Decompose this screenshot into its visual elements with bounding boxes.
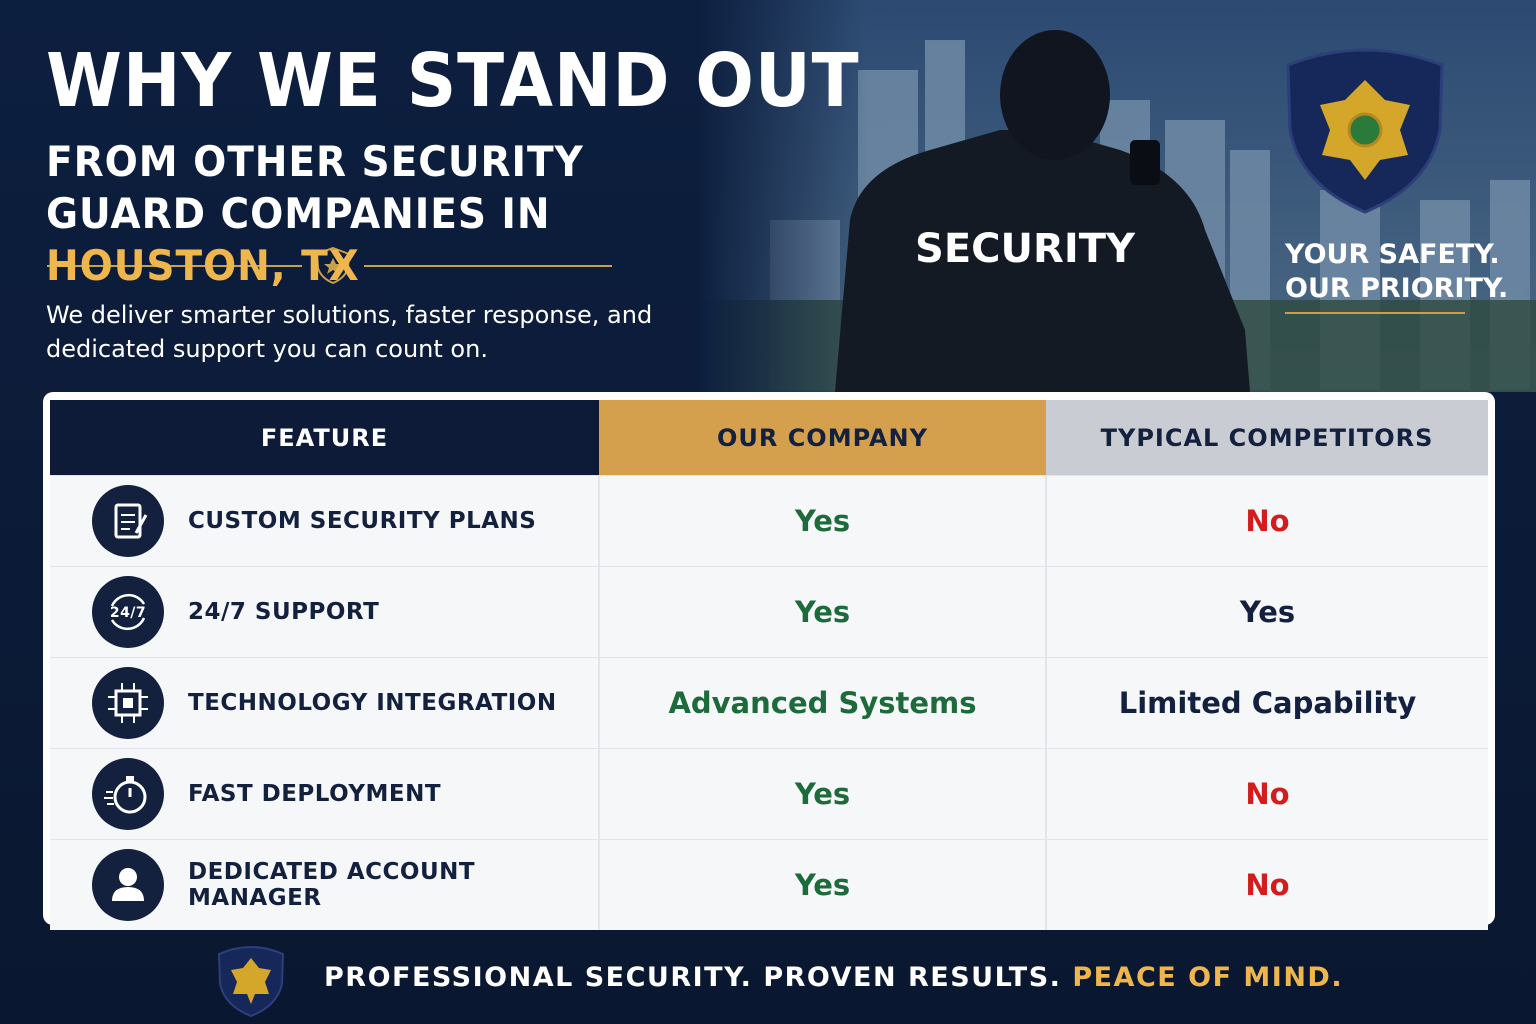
- icon-shape: [110, 617, 146, 631]
- feature: 24/7 24/7 SUPPORT: [51, 576, 597, 648]
- jacket-text: SECURITY: [915, 226, 1136, 272]
- description: We deliver smarter solutions, faster res…: [46, 301, 653, 363]
- feature-label: CUSTOM SECURITY PLANS: [188, 508, 537, 534]
- feature-cell: DEDICATED ACCOUNT MANAGER: [50, 839, 599, 930]
- column-header: OUR COMPANY: [599, 400, 1046, 476]
- tagline-line: OUR PRIORITY.: [1285, 273, 1509, 304]
- feature-icon: [92, 667, 164, 739]
- our-company-cell: Yes: [598, 475, 1046, 567]
- feature-cell: CUSTOM SECURITY PLANS: [50, 475, 599, 567]
- feature-label: 24/7 SUPPORT: [188, 599, 380, 625]
- table-row: DEDICATED ACCOUNT MANAGER Yes No: [50, 839, 1488, 930]
- tagline: YOUR SAFETY. OUR PRIORITY.: [1285, 238, 1508, 306]
- tagline-line: YOUR SAFETY.: [1285, 239, 1500, 270]
- feature-label: DEDICATED ACCOUNT MANAGER: [188, 859, 476, 911]
- our-company-cell: Yes: [598, 748, 1046, 840]
- icon-shape: [123, 698, 133, 708]
- icon-shape: [112, 887, 144, 901]
- our-company-cell: Advanced Systems: [598, 657, 1046, 749]
- column-header: FEATURE: [50, 400, 599, 476]
- our-company-cell: Yes: [598, 839, 1046, 930]
- feature: DEDICATED ACCOUNT MANAGER: [51, 849, 597, 921]
- icon-shape: [114, 503, 142, 539]
- our-company-cell: Yes: [598, 566, 1046, 658]
- feature-icon: [92, 758, 164, 830]
- subtitle-highlight: HOUSTON, TX: [46, 241, 360, 290]
- feature: CUSTOM SECURITY PLANS: [51, 485, 597, 557]
- footer-text: PROFESSIONAL SECURITY. PROVEN RESULTS.: [324, 962, 1073, 993]
- comparison-card: FEATURE OUR COMPANY TYPICAL COMPETITORS …: [43, 392, 1495, 930]
- icon-shape: [134, 514, 148, 534]
- table-row: CUSTOM SECURITY PLANS Yes No: [50, 475, 1488, 567]
- competitor-cell: No: [1045, 839, 1488, 930]
- subtitle: FROM OTHER SECURITY GUARD COMPANIES IN H…: [46, 136, 716, 292]
- icon-bg: [92, 576, 164, 648]
- icon-shape: [104, 791, 114, 805]
- icon-shape: [113, 780, 147, 814]
- icon-shape: [110, 593, 146, 607]
- feature-icon: 24/7: [92, 576, 164, 648]
- competitor-cell: No: [1045, 748, 1488, 840]
- table-row: TECHNOLOGY INTEGRATION Advanced Systems Li…: [50, 657, 1488, 749]
- feature-label: FAST DEPLOYMENT: [188, 781, 442, 807]
- icon-shape: [108, 683, 148, 723]
- icon-shape: [114, 689, 142, 717]
- feature-icon: [92, 849, 164, 921]
- feature-cell: FAST DEPLOYMENT: [50, 748, 599, 840]
- title: WHY WE STAND OUT: [46, 38, 860, 124]
- footer-highlight: PEACE OF MIND.: [1072, 962, 1344, 993]
- feature-icon: [92, 485, 164, 557]
- table-row: FAST DEPLOYMENT Yes No: [50, 748, 1488, 840]
- column-header: TYPICAL COMPETITORS: [1046, 400, 1488, 476]
- table-row: 24/7 24/7 SUPPORT Yes Yes: [50, 566, 1488, 658]
- feature: TECHNOLOGY INTEGRATION: [51, 667, 597, 739]
- comparison-table: FEATURE OUR COMPANY TYPICAL COMPETITORS …: [50, 400, 1488, 930]
- footer: PROFESSIONAL SECURITY. PROVEN RESULTS. P…: [324, 962, 1343, 993]
- icon-bg: [92, 758, 164, 830]
- competitor-cell: Limited Capability: [1045, 657, 1488, 749]
- competitor-cell: No: [1045, 475, 1488, 567]
- footer-badge: [217, 946, 285, 1018]
- feature-label: TECHNOLOGY INTEGRATION: [188, 690, 557, 716]
- icon-text: 24/7: [110, 605, 146, 621]
- table-body: CUSTOM SECURITY PLANS Yes No 24/7 24/7 SUPPO…: [50, 475, 1488, 930]
- feature-cell: TECHNOLOGY INTEGRATION: [50, 657, 599, 749]
- feature: FAST DEPLOYMENT: [51, 758, 597, 830]
- subtitle-text: FROM OTHER SECURITY GUARD COMPANIES IN: [46, 137, 584, 238]
- hero-art: SECURITY: [47, 0, 1536, 392]
- icon-shape: [119, 868, 137, 886]
- feature-cell: 24/7 24/7 SUPPORT: [50, 566, 599, 658]
- icon-shape: [126, 776, 134, 781]
- competitor-cell: Yes: [1045, 566, 1488, 658]
